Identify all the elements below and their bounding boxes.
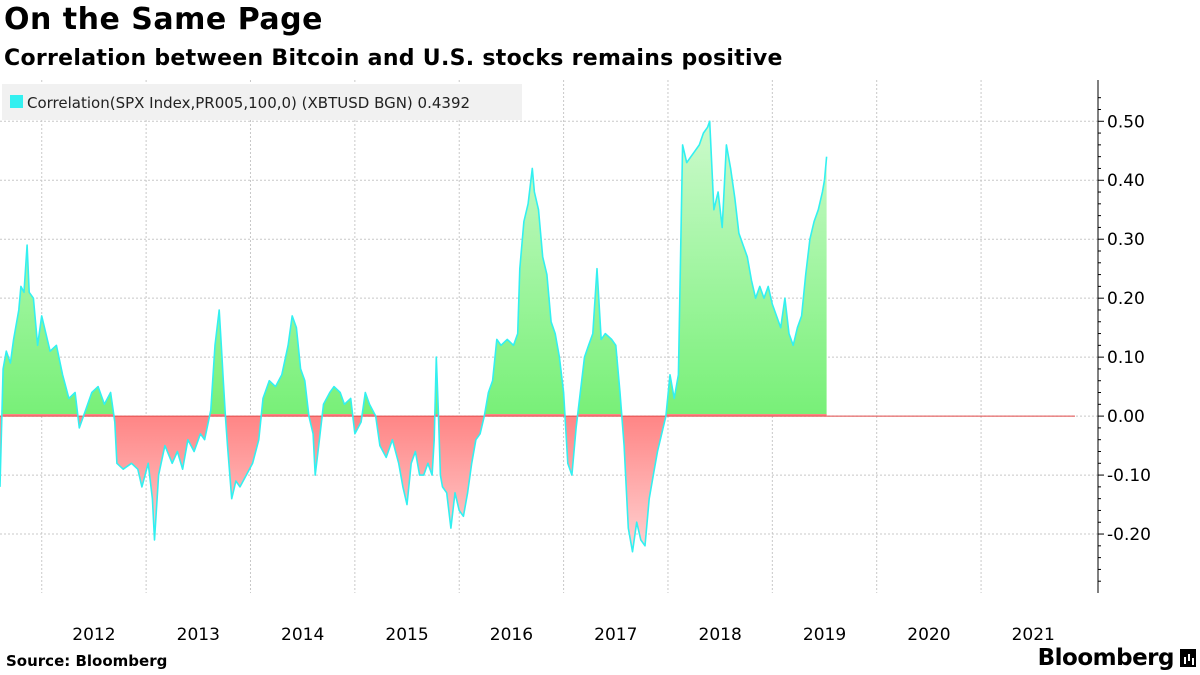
legend-label: Correlation(SPX Index,PR005,100,0) (XBTU… [27,94,470,112]
y-tick-label: 0.20 [1107,289,1145,309]
positive-area [1,121,827,415]
x-tick-label: 2015 [385,625,428,645]
x-axis: 2012 2013 2014 2015 2016 2017 2018 2019 2020 2021 [72,625,1055,645]
y-tick-label: -0.10 [1107,466,1151,486]
logo-text: Bloomberg [1037,645,1175,671]
y-tick-label: 0.30 [1107,230,1145,250]
x-tick-label: 2012 [72,625,115,645]
legend-background [2,84,522,120]
x-tick-label: 2016 [490,625,533,645]
x-tick-label: 2020 [907,625,950,645]
source-note: Source: Bloomberg [6,652,168,670]
y-tick-label: 0.50 [1107,112,1145,132]
area-layer [0,120,1075,553]
legend: Correlation(SPX Index,PR005,100,0) (XBTU… [2,84,522,120]
x-tick-label: 2021 [1012,625,1055,645]
x-tick-label: 2013 [177,625,220,645]
y-tick-label: 0.40 [1107,171,1145,191]
x-tick-label: 2018 [699,625,742,645]
correlation-line [0,120,828,553]
x-tick-label: 2017 [594,625,637,645]
legend-swatch [10,95,23,108]
negative-area [0,414,827,552]
chart-subtitle: Correlation between Bitcoin and U.S. sto… [4,46,783,71]
x-tick-label: 2014 [281,625,324,645]
y-tick-label: 0.00 [1107,407,1145,427]
bloomberg-logo: Bloomberg [1038,645,1196,671]
logo-mark-icon [1180,649,1196,667]
x-tick-label: 2019 [803,625,846,645]
y-tick-label: -0.20 [1107,525,1151,545]
y-tick-label: 0.10 [1107,348,1145,368]
y-axis: -0.20 -0.10 0.00 0.10 0.20 0.30 0.40 0.50 [1097,80,1151,593]
chart-title: On the Same Page [4,2,323,37]
